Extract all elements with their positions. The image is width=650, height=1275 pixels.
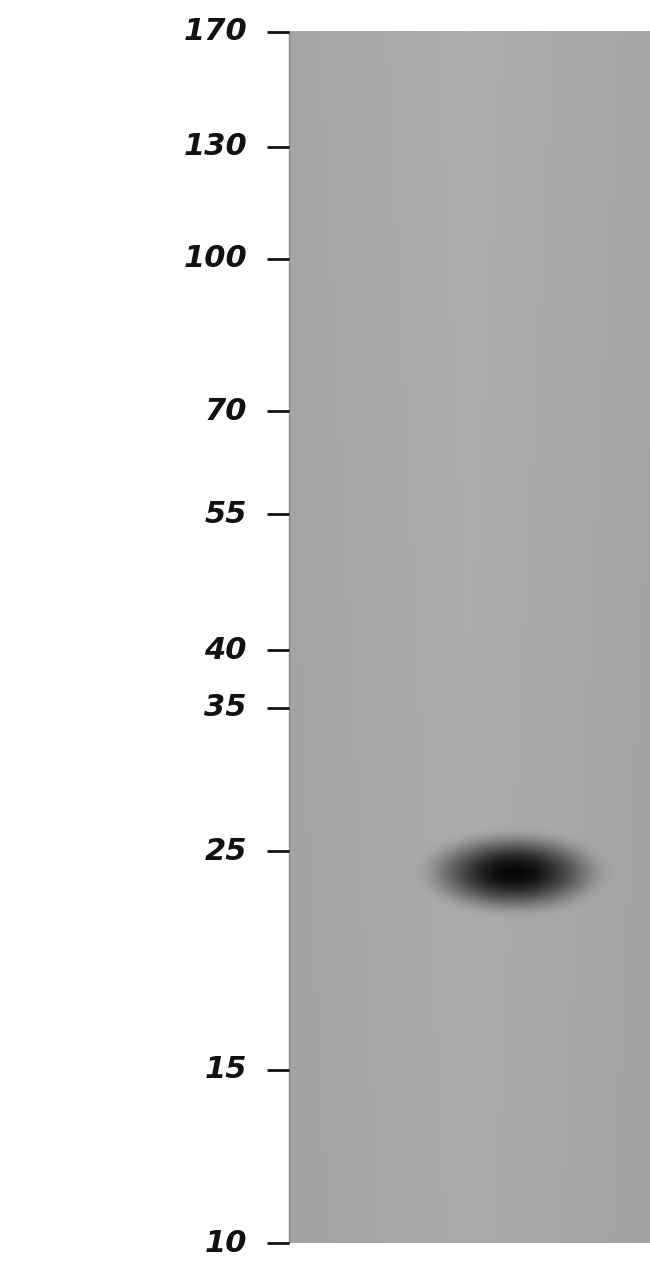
Text: 100: 100	[183, 245, 247, 273]
Text: 40: 40	[205, 636, 247, 666]
Text: 170: 170	[183, 18, 247, 46]
Text: 55: 55	[205, 500, 247, 529]
Text: 25: 25	[205, 836, 247, 866]
Text: 10: 10	[205, 1229, 247, 1257]
Text: 130: 130	[183, 133, 247, 161]
Text: 70: 70	[205, 397, 247, 426]
Text: 15: 15	[205, 1056, 247, 1084]
Text: 35: 35	[205, 694, 247, 722]
